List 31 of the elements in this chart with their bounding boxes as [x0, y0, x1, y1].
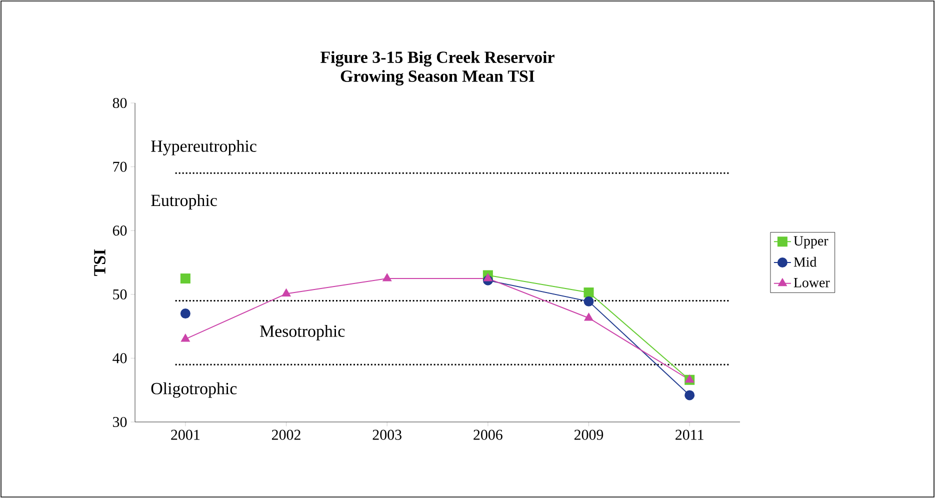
y-tick-label: 70	[113, 162, 127, 172]
point	[584, 287, 594, 298]
x-tick-label: 2001	[171, 430, 200, 440]
y-tick-label: 30	[113, 416, 127, 428]
legend-label: Upper	[794, 236, 828, 248]
annotation: Eutrophic	[151, 194, 217, 210]
annotation: Mesotrophic	[260, 324, 345, 340]
y-tick-label: 80	[112, 98, 127, 108]
point	[282, 288, 291, 296]
annotation: Hypereutrophic	[151, 140, 256, 156]
legend-label: Mid	[794, 256, 817, 267]
point	[584, 312, 594, 321]
chart-title: Figure 3-15 Big Creek Reservoir Growing Season Mean TSI	[320, 51, 554, 86]
x-tick-label: 2009	[574, 430, 604, 440]
y-tick-label: 50	[113, 289, 127, 300]
y-axis-title: TSI	[94, 249, 106, 276]
point	[180, 273, 190, 284]
x-tick-label: 2003	[372, 430, 402, 440]
point	[484, 273, 492, 282]
y-tick-label: 40	[112, 353, 127, 364]
x-tick-label: 2011	[676, 430, 704, 440]
point	[584, 296, 594, 306]
x-tick-label: 2002	[272, 430, 300, 440]
legend-label: Lower	[794, 278, 830, 288]
point	[180, 308, 190, 319]
point	[382, 273, 392, 282]
y-tick-label: 60	[112, 226, 127, 236]
point	[684, 390, 695, 400]
point	[181, 334, 190, 342]
annotation: Oligotrophic	[151, 382, 237, 398]
x-tick-label: 2006	[474, 430, 502, 440]
